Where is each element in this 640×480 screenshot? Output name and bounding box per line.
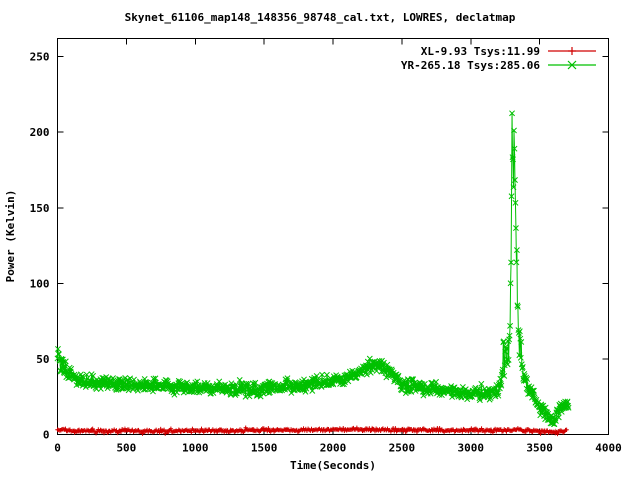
series-markers — [54, 110, 572, 428]
x-tick-label: 2500 — [389, 442, 416, 455]
x-axis-label: Time(Seconds) — [290, 459, 376, 472]
y-axis-label: Power (Kelvin) — [4, 190, 17, 283]
data-series-layer — [54, 110, 572, 437]
legend-label: YR-265.18 Tsys:285.06 — [401, 59, 540, 72]
legend-sample-plus-icon — [548, 47, 596, 55]
y-tick-label: 100 — [30, 277, 50, 290]
y-tick-label: 200 — [30, 126, 50, 139]
legend-label: XL-9.93 Tsys:11.99 — [421, 45, 540, 58]
y-axis-ticks: 0 50 100 150 200 250 — [30, 51, 609, 442]
x-tick-label: 500 — [116, 442, 136, 455]
y-tick-label: 50 — [36, 353, 49, 366]
x-tick-label: 0 — [54, 442, 61, 455]
y-tick-label: 150 — [30, 202, 50, 215]
x-tick-label: 1500 — [251, 442, 278, 455]
y-tick-label: 250 — [30, 51, 50, 64]
data-series — [55, 425, 569, 437]
y-tick-label: 0 — [43, 429, 50, 442]
chart-title: Skynet_61106_map148_148356_98748_cal.txt… — [125, 11, 516, 24]
x-tick-label: 2000 — [320, 442, 347, 455]
legend-sample-cross-icon — [548, 60, 596, 70]
x-tick-label: 4000 — [595, 442, 622, 455]
x-tick-label: 3000 — [458, 442, 485, 455]
series-markers — [55, 425, 569, 437]
data-series — [54, 110, 572, 428]
x-tick-label: 1000 — [182, 442, 209, 455]
x-tick-label: 3500 — [526, 442, 553, 455]
